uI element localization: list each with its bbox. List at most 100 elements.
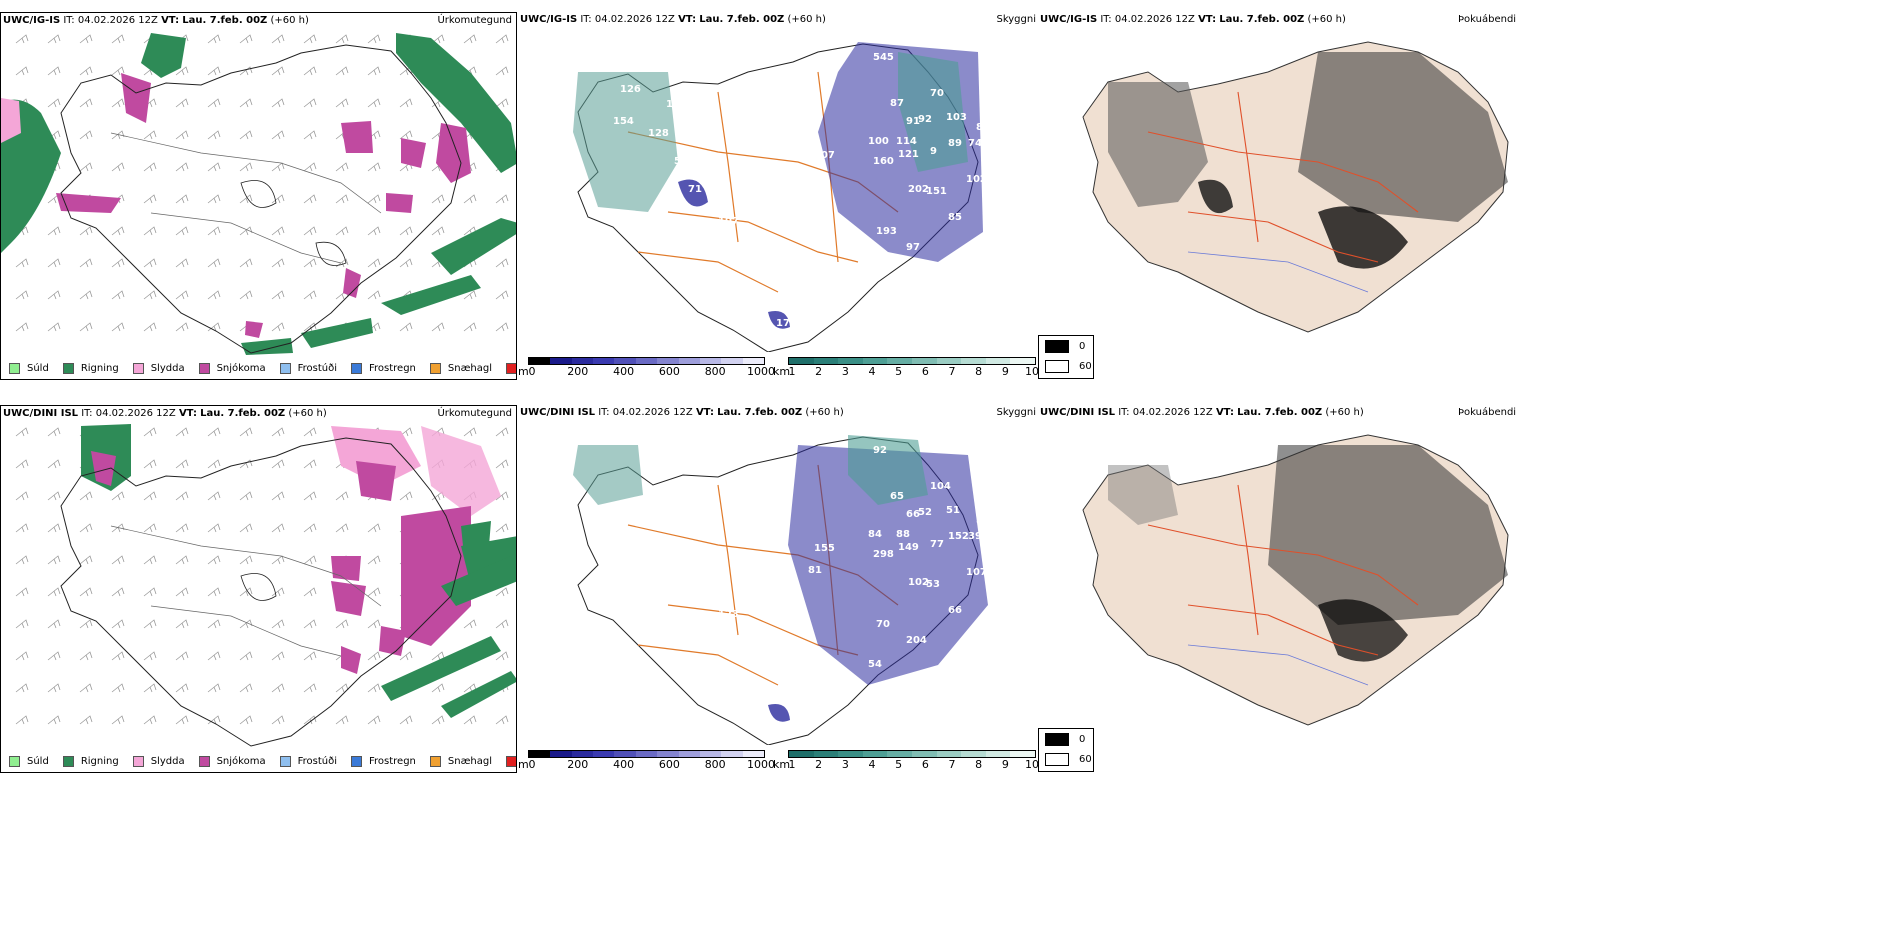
cloud-base-label: 70 [876,619,890,630]
wind-barb [495,322,509,332]
wind-barb [47,258,61,268]
panel-title-visibility: Skyggni [996,14,1036,25]
wind-barb [111,98,125,108]
colorbar-tick: 4 [868,365,876,378]
wind-barb [399,130,413,140]
panel-header: UWC/DINI ISL IT: 04.02.2026 12Z VT: Lau.… [520,407,844,418]
cloud-base-label: 226 [808,172,829,183]
legend-swatch [506,755,516,767]
wind-barb [143,587,157,597]
wind-barb [175,226,189,236]
cloud-base-label: 103 [946,112,967,123]
legend-item: Snjókoma [198,362,266,374]
wind-barb [15,322,29,332]
cloud-base-label: 131 [666,99,687,110]
cloud-base-label: 102 [908,577,929,588]
legend-label: Snjókoma [216,755,266,767]
wind-barb [175,162,189,172]
wind-barb [79,66,93,76]
wind-barb [335,258,349,268]
panel-title-precip: Úrkomutegund [437,408,512,419]
wind-barb [367,34,381,44]
cloud-base-label: 66 [906,509,920,520]
wind-barb [207,459,221,469]
wind-barb [175,290,189,300]
wind-barb [79,491,93,501]
wind-barb [335,98,349,108]
panel-title-fog: Þokuábendi [1458,407,1517,418]
wind-barb [303,555,317,565]
wind-barb [239,427,253,437]
wind-barb [143,683,157,693]
colorbar-tick: 200 [567,365,589,378]
legend-label: Rigning [80,755,119,767]
wind-barb [239,523,253,533]
wind-barb [431,715,445,725]
wind-barb [207,258,221,268]
wind-barb [495,459,509,469]
colorbar-tick: 3 [841,758,849,771]
wind-barb [495,523,509,533]
wind-barb [271,523,285,533]
colorbar-tick: 10 [1025,365,1038,378]
wind-barb [303,290,317,300]
legend-item: Rigning [62,362,119,374]
wind-barb [15,587,29,597]
wind-barb [143,162,157,172]
cloud-base-label: 149 [898,542,919,553]
wind-barb [15,619,29,629]
cloud-base-label: 88 [896,529,910,540]
cloud-base-label: 91 [906,116,920,127]
wind-barb [143,491,157,501]
elevation-bar [528,357,765,365]
wind-barb [303,98,317,108]
colorbar-tick: 5 [895,365,903,378]
wind-barb [175,523,189,533]
wind-barb [47,619,61,629]
wind-barb [143,258,157,268]
wind-barb [175,587,189,597]
legend-item: Súld [9,755,49,767]
cloud-base-label: 87 [890,98,904,109]
wind-barb [399,651,413,661]
wind-barb [143,194,157,204]
legend-swatch [351,362,362,374]
wind-barb [399,491,413,501]
wind-barb [271,491,285,501]
wind-barb [111,619,125,629]
wind-barb [239,683,253,693]
visibility-unit: km [773,758,791,771]
colorbar-tick: 2 [815,758,823,771]
wind-barb [111,555,125,565]
wind-barb [47,459,61,469]
wind-barb [207,555,221,565]
legend-label: Snæhagl [447,755,493,767]
wind-barb [463,619,477,629]
wind-barb [47,523,61,533]
colorbar-tick: 800 [704,365,726,378]
legend-swatch [506,362,516,374]
cloud-base-label: 33 [688,577,702,588]
wind-barb [79,619,93,629]
wind-barb [111,322,125,332]
wind-barb [303,162,317,172]
wind-barb [207,130,221,140]
wind-barb [143,322,157,332]
cloud-base-label: 51 [946,505,960,516]
cloud-base-label: 74 [968,138,982,149]
wind-barb [239,194,253,204]
wind-barb [303,619,317,629]
wind-barb [271,194,285,204]
cloud-base-label: 81 [808,565,822,576]
wind-barb [335,194,349,204]
colorbar-tick: 6 [921,758,929,771]
legend-item: Slydda [132,755,185,767]
visibility-unit: km [773,365,791,378]
wind-barb [271,619,285,629]
wind-barb [239,651,253,661]
panel-title-fog: Þokuábendi [1458,14,1517,25]
legend-item: Snæhagl [429,362,492,374]
wind-barb [111,683,125,693]
visibility-colorbar-row1: km 1 2 3 4 5 6 7 8 9 10 [773,357,1038,380]
